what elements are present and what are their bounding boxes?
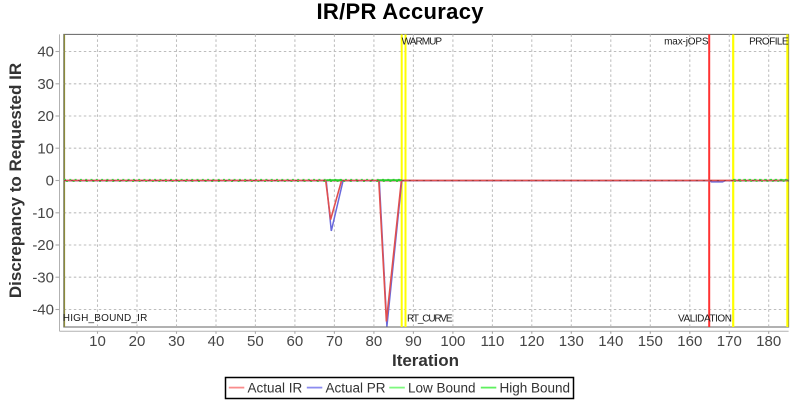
svg-text:110: 110 xyxy=(480,333,504,350)
svg-text:30: 30 xyxy=(37,76,54,93)
svg-text:70: 70 xyxy=(326,333,343,350)
svg-text:Discrepancy to Requested IR: Discrepancy to Requested IR xyxy=(6,63,25,298)
svg-text:130: 130 xyxy=(559,333,584,350)
svg-text:WARMUP: WARMUP xyxy=(402,37,443,48)
svg-text:90: 90 xyxy=(405,333,422,350)
svg-text:40: 40 xyxy=(208,333,225,350)
svg-text:10: 10 xyxy=(37,140,54,157)
svg-text:VALIDATION: VALIDATION xyxy=(678,314,732,325)
svg-text:-40: -40 xyxy=(32,302,54,319)
svg-text:100: 100 xyxy=(440,333,465,350)
svg-text:120: 120 xyxy=(519,333,544,350)
svg-text:10: 10 xyxy=(89,333,106,350)
svg-text:50: 50 xyxy=(247,333,264,350)
svg-text:-30: -30 xyxy=(32,269,54,286)
svg-text:160: 160 xyxy=(677,333,702,350)
svg-text:-10: -10 xyxy=(32,205,54,222)
svg-text:Low Bound: Low Bound xyxy=(408,380,476,395)
svg-text:140: 140 xyxy=(598,333,623,350)
svg-text:0: 0 xyxy=(46,173,54,190)
svg-text:IR/PR Accuracy: IR/PR Accuracy xyxy=(317,0,485,24)
svg-text:20: 20 xyxy=(37,108,54,125)
svg-text:170: 170 xyxy=(717,333,742,350)
svg-text:RT_CURVE: RT_CURVE xyxy=(407,314,453,325)
svg-text:20: 20 xyxy=(129,333,146,350)
svg-text:HIGH_BOUND_IR: HIGH_BOUND_IR xyxy=(63,313,148,324)
svg-text:80: 80 xyxy=(366,333,383,350)
svg-text:High Bound: High Bound xyxy=(500,380,571,395)
svg-text:Iteration: Iteration xyxy=(392,351,459,370)
svg-text:180: 180 xyxy=(756,333,781,350)
svg-text:max-jOPS: max-jOPS xyxy=(664,37,709,48)
svg-text:60: 60 xyxy=(287,333,304,350)
svg-text:40: 40 xyxy=(37,44,54,61)
svg-text:PROFILE: PROFILE xyxy=(749,37,789,48)
svg-text:Actual IR: Actual IR xyxy=(248,380,303,395)
svg-text:150: 150 xyxy=(638,333,663,350)
svg-text:-20: -20 xyxy=(32,237,54,254)
svg-text:30: 30 xyxy=(168,333,185,350)
svg-text:Actual PR: Actual PR xyxy=(326,380,386,395)
